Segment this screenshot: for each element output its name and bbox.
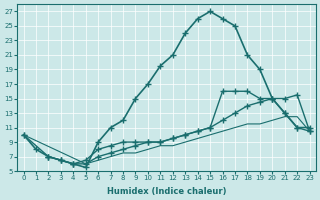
X-axis label: Humidex (Indice chaleur): Humidex (Indice chaleur)	[107, 187, 226, 196]
